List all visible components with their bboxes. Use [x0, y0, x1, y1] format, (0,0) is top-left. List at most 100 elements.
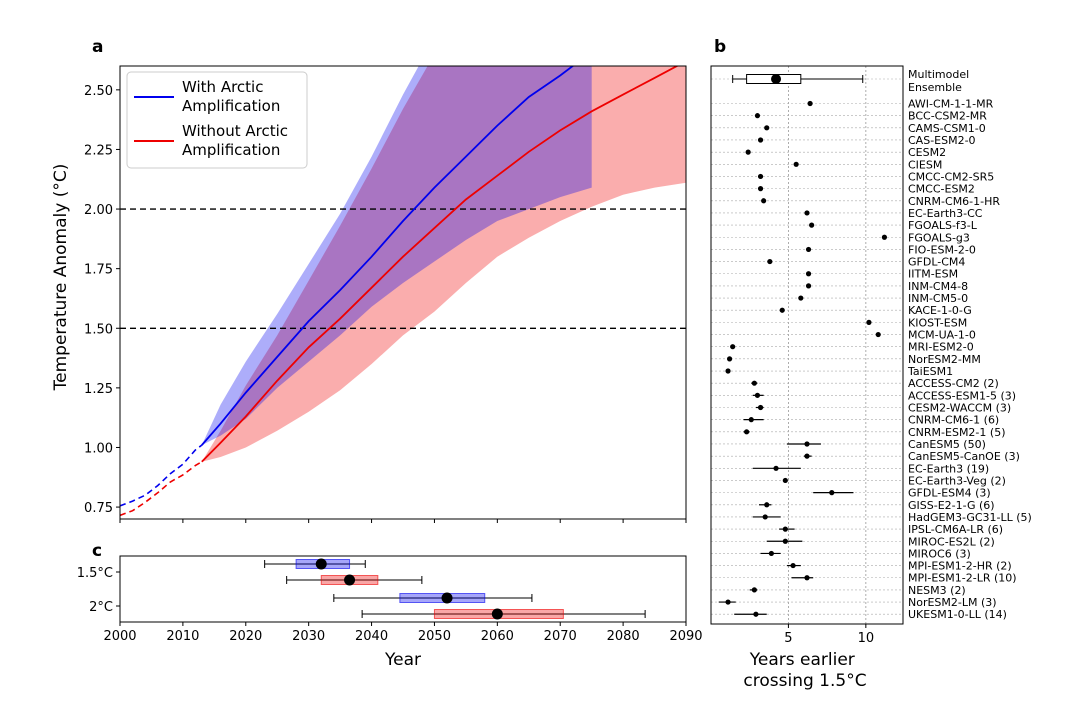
model-label: NESM3 (2)	[908, 584, 966, 597]
median-marker	[491, 608, 503, 620]
model-point	[782, 526, 788, 532]
model-label: KACE-1-0-G	[908, 304, 972, 317]
model-point	[790, 562, 796, 569]
model-point	[757, 404, 764, 411]
model-label: MCM-UA-1-0	[908, 329, 976, 342]
legend-entry: With Arctic Amplification	[182, 78, 280, 115]
panel-a-y-axis-title: Temperature Anomaly (°C)	[51, 164, 71, 392]
x-tick-label: 2090	[669, 629, 702, 644]
model-label: CNRM-CM6-1 (6)	[908, 414, 999, 427]
median-marker	[441, 592, 453, 604]
model-point	[754, 113, 761, 119]
model-point	[730, 344, 736, 350]
model-point	[751, 380, 757, 386]
model-point	[804, 441, 810, 447]
model-label: CAS-ESM2-0	[908, 134, 976, 147]
x-tick-label: 2030	[292, 629, 325, 644]
model-point	[875, 331, 881, 338]
panel-c-frame	[119, 555, 687, 623]
model-point	[754, 392, 761, 398]
model-label: GFDL-CM4	[908, 256, 965, 269]
model-label: NorESM2-LM (3)	[908, 596, 997, 609]
model-label: MPI-ESM1-2-HR (2)	[908, 560, 1012, 573]
model-label: NorESM2-MM	[908, 353, 981, 366]
model-label: TaiESM1	[907, 365, 953, 378]
model-label: GFDL-ESM4 (3)	[908, 487, 991, 500]
model-label: ACCESS-ESM1-5 (3)	[908, 389, 1016, 402]
model-point	[761, 198, 767, 204]
x-tick-label: 10	[858, 631, 875, 646]
model-point	[753, 611, 759, 617]
x-tick-label: 2080	[607, 629, 640, 644]
model-point	[798, 295, 804, 301]
model-point	[768, 550, 774, 557]
x-tick-label: 2070	[544, 629, 577, 644]
category-label: 2°C	[89, 600, 113, 615]
model-point	[748, 417, 754, 423]
panel-b-x-axis-title: Years earlier crossing 1.5°C	[743, 650, 866, 691]
median-marker	[315, 558, 327, 570]
panel-b-frame	[710, 65, 904, 625]
y-tick-label: 2.25	[84, 143, 113, 158]
model-point	[804, 453, 810, 459]
panel-a-frame	[119, 65, 687, 520]
x-tick-label: 2050	[418, 629, 451, 644]
model-point	[804, 210, 810, 216]
model-label: AWI-CM-1-1-MR	[908, 98, 994, 111]
model-label: MIROC-ES2L (2)	[908, 535, 995, 548]
model-label: CanESM5 (50)	[908, 438, 986, 451]
model-point	[866, 319, 872, 325]
model-label: FGOALS-f3-L	[908, 219, 978, 232]
model-label: IPSL-CM6A-LR (6)	[908, 523, 1003, 536]
model-point	[809, 222, 815, 228]
x-tick-label: 2000	[103, 629, 136, 644]
legend-entry: Without Arctic Amplification	[182, 122, 288, 159]
model-point	[793, 161, 799, 167]
model-label: CanESM5-CanOE (3)	[908, 450, 1020, 463]
y-tick-label: 1.00	[84, 441, 113, 456]
x-tick-label: 2020	[229, 629, 262, 644]
y-tick-label: 1.75	[84, 263, 113, 278]
panel-label-b: b	[714, 37, 726, 57]
panel-a-line-chart: 0.75 1.00 1.25 1.50 1.75 2.00 2.25 2.50 With Arc…	[84, 65, 687, 523]
model-label: IITM-ESM	[908, 268, 958, 281]
model-point	[807, 100, 813, 107]
band-without-arctic-amplification	[201, 66, 686, 462]
historical-line-with	[120, 444, 203, 507]
model-point	[725, 368, 731, 374]
model-label: EC-Earth3-Veg (2)	[908, 474, 1006, 487]
legend: With Arctic Amplification Without Arctic Am…	[126, 71, 308, 169]
model-point	[773, 465, 779, 471]
model-point	[805, 271, 812, 277]
x-tick-label: 2010	[166, 629, 199, 644]
x-tick-label: 5	[784, 631, 792, 646]
y-tick-label: 1.50	[84, 322, 113, 337]
model-point	[751, 587, 757, 593]
y-tick-label: 2.50	[84, 84, 113, 99]
model-point	[764, 125, 770, 131]
model-point	[805, 246, 812, 253]
model-label: GISS-E2-1-G (6)	[908, 499, 995, 512]
y-tick-label: 0.75	[84, 501, 113, 516]
ensemble-label: Multimodel Ensemble	[908, 68, 969, 94]
model-point	[804, 575, 810, 581]
model-point	[782, 477, 788, 484]
model-point	[744, 429, 750, 435]
model-label: MRI-ESM2-0	[908, 341, 974, 354]
historical-line-without	[120, 461, 203, 517]
model-label: CESM2-WACCM (3)	[908, 402, 1011, 415]
model-point	[881, 234, 888, 240]
model-point	[757, 173, 764, 180]
model-label: INM-CM5-0	[908, 292, 968, 305]
y-tick-label: 1.25	[84, 382, 113, 397]
y-tick-label: 2.00	[84, 203, 113, 218]
series-line-with-arctic-amplification	[201, 66, 575, 446]
model-point	[779, 307, 785, 313]
model-label: CMCC-ESM2	[908, 183, 975, 196]
model-label: CNRM-CM6-1-HR	[908, 195, 1000, 208]
model-point	[805, 283, 812, 289]
model-label: CMCC-CM2-SR5	[908, 170, 994, 183]
band-with-arctic-amplification	[201, 66, 592, 446]
model-label: KIOST-ESM	[908, 316, 967, 329]
